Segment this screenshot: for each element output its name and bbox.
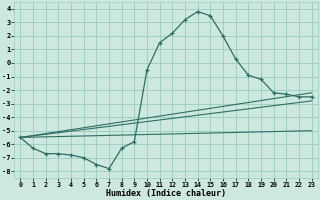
X-axis label: Humidex (Indice chaleur): Humidex (Indice chaleur) xyxy=(106,189,226,198)
